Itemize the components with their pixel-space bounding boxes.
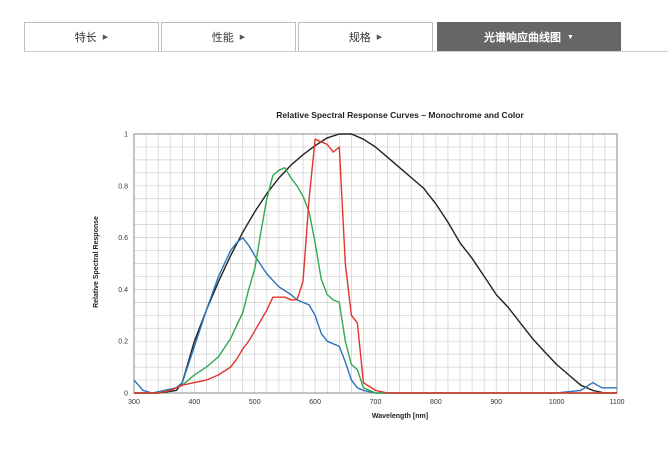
x-axis-label: Wavelength [nm]	[372, 413, 428, 420]
tab-label: 特长	[74, 32, 97, 44]
y-tick-label: 0.4	[118, 287, 128, 294]
y-tick-label: 0.6	[118, 235, 128, 242]
y-tick-label: 0.8	[118, 183, 128, 190]
series-line-3	[134, 167, 617, 394]
x-tick-label: 1100	[609, 399, 624, 406]
arrow-right-icon: ▶	[376, 34, 383, 41]
x-tick-label: 800	[430, 399, 442, 406]
x-tick-label: 700	[370, 399, 382, 406]
tab-features[interactable]: 特长 ▶	[24, 22, 159, 52]
x-tick-label: 300	[128, 399, 140, 406]
x-tick-label: 400	[189, 399, 201, 406]
y-tick-label: 0.2	[118, 339, 128, 346]
chart-series	[133, 133, 617, 394]
y-tick-label: 1	[124, 132, 128, 139]
arrow-down-icon: ▼	[567, 33, 574, 41]
arrow-right-icon: ▶	[102, 34, 109, 41]
x-tick-label: 900	[490, 399, 502, 406]
series-line-4	[134, 138, 617, 394]
y-axis-label: Relative Spectral Response	[93, 216, 100, 308]
x-axis-ticks: 300 400 500 600 700 800 900 1000 1100	[128, 399, 624, 406]
x-tick-label: 500	[249, 399, 261, 406]
y-axis-ticks: 0 0.2 0.4 0.6 0.8 1	[118, 132, 128, 398]
x-tick-label: 1000	[549, 399, 565, 406]
tab-label: 规格	[348, 32, 371, 44]
tab-bar-underline	[24, 51, 668, 52]
series-line-1	[134, 133, 617, 394]
chart-grid	[133, 133, 618, 394]
tab-label: 性能	[211, 32, 234, 44]
tab-label: 光谱响应曲线图	[484, 32, 562, 44]
arrow-right-icon: ▶	[239, 34, 246, 41]
y-tick-label: 0	[124, 391, 128, 398]
chart-title: Relative Spectral Response Curves – Mono…	[276, 110, 524, 120]
x-tick-label: 600	[309, 399, 321, 406]
